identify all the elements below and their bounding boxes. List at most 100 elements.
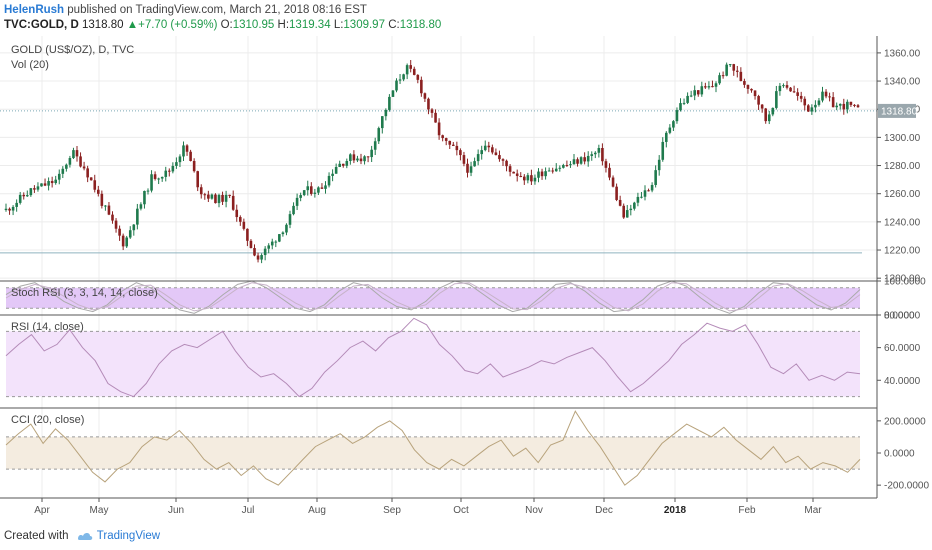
candle-up <box>47 181 50 186</box>
candle-up <box>672 121 675 128</box>
high-value: 1319.34 <box>289 19 331 31</box>
candle-down <box>732 64 736 71</box>
candle-up <box>814 104 817 108</box>
indicator-title: RSI (14, close) <box>11 321 84 333</box>
candle-up <box>718 75 721 84</box>
candle-down <box>185 145 189 152</box>
candle-up <box>817 100 821 105</box>
candle-up <box>650 184 654 191</box>
candle-down <box>50 181 54 184</box>
x-tick-label: Aug <box>308 505 326 516</box>
candle-up <box>569 164 572 166</box>
candle-up <box>11 206 15 211</box>
last-price-badge <box>878 103 916 118</box>
candle-up <box>18 194 22 203</box>
candle-up <box>136 208 139 225</box>
candle-down <box>86 168 89 178</box>
candle-up <box>299 195 302 198</box>
candle-up <box>625 210 629 218</box>
candle-up <box>679 103 682 111</box>
candle-down <box>604 161 608 168</box>
candle-up <box>767 114 771 122</box>
x-tick-label: May <box>90 505 109 516</box>
candle-up <box>473 161 476 167</box>
candle-down <box>79 156 82 167</box>
candle-up <box>182 145 185 157</box>
y-tick-label: 0.0000 <box>884 449 915 460</box>
x-tick-label: Dec <box>595 505 613 516</box>
candle-up <box>682 102 686 104</box>
price-chart[interactable]: 1200.00 1220.00 1240.00 1260.00 1280.00 1300.… <box>0 36 932 520</box>
candle-up <box>476 154 480 162</box>
candle-up <box>370 149 373 158</box>
candle-down <box>452 144 455 146</box>
candle-up <box>821 91 824 101</box>
candle-up <box>210 194 214 199</box>
candle-down <box>523 176 526 181</box>
candle-down <box>615 186 618 200</box>
candle-down <box>824 91 828 97</box>
candle-down <box>203 194 207 196</box>
candle-up <box>270 241 274 246</box>
candle-up <box>150 174 153 191</box>
candle-up <box>388 96 391 110</box>
candle-up <box>384 109 388 117</box>
candle-up <box>171 165 175 172</box>
last-price-badge-label: 1318.80 <box>881 106 918 117</box>
candle-down <box>803 98 807 106</box>
indicator-band <box>6 287 860 309</box>
candle-up <box>661 141 665 160</box>
open-label: O: <box>220 19 233 31</box>
candle-up <box>668 127 672 133</box>
candle-up <box>714 83 718 87</box>
candle-up <box>54 179 57 184</box>
candle-down <box>796 92 799 96</box>
candle-down <box>711 86 714 88</box>
x-tick-label: Jul <box>242 505 255 516</box>
candle-down <box>366 156 370 158</box>
candle-down <box>427 98 430 110</box>
candle-down <box>189 151 192 161</box>
candle-down <box>412 68 416 75</box>
y-tick-label: 40.0000 <box>884 376 921 387</box>
indicator-title: Stoch RSI (3, 3, 14, 14, close) <box>11 287 158 299</box>
candle-up <box>295 197 299 206</box>
candle-up <box>835 105 838 108</box>
candle-up <box>143 190 146 205</box>
author-link[interactable]: HelenRush <box>4 4 65 16</box>
x-tick-label: Nov <box>525 505 543 516</box>
indicator-line <box>5 410 861 486</box>
tradingview-brand-link[interactable]: TradingView <box>96 530 161 542</box>
candle-up <box>104 205 107 207</box>
candle-down <box>807 105 810 112</box>
candle-up <box>533 177 537 182</box>
candle-down <box>359 158 363 162</box>
price-change: +7.70 (+0.59%) <box>138 19 218 31</box>
candle-up <box>572 159 576 165</box>
candle-up <box>26 195 29 197</box>
candle-down <box>93 180 97 190</box>
candle-down <box>416 74 420 80</box>
candle-down <box>100 193 104 206</box>
candle-down <box>515 173 519 176</box>
candle-up <box>313 192 317 194</box>
candle-down <box>444 138 448 141</box>
candle-down <box>622 205 625 218</box>
candle-up <box>356 158 359 161</box>
candle-down <box>242 221 246 229</box>
candle-down <box>721 75 725 77</box>
y-tick-label: -200.0000 <box>884 481 929 492</box>
candle-up <box>402 74 405 80</box>
y-tick-label: 60.0000 <box>884 343 921 354</box>
x-tick-label: Mar <box>804 505 822 516</box>
x-tick-label: Jun <box>168 505 184 516</box>
close-label: C: <box>388 19 400 31</box>
candle-up <box>469 166 473 173</box>
candle-down <box>487 145 491 148</box>
candle-down <box>43 183 47 186</box>
candle-up <box>537 171 540 178</box>
candle-down <box>121 235 125 247</box>
indicator-band <box>6 436 860 470</box>
candle-up <box>57 173 61 180</box>
candle-down <box>647 190 650 192</box>
